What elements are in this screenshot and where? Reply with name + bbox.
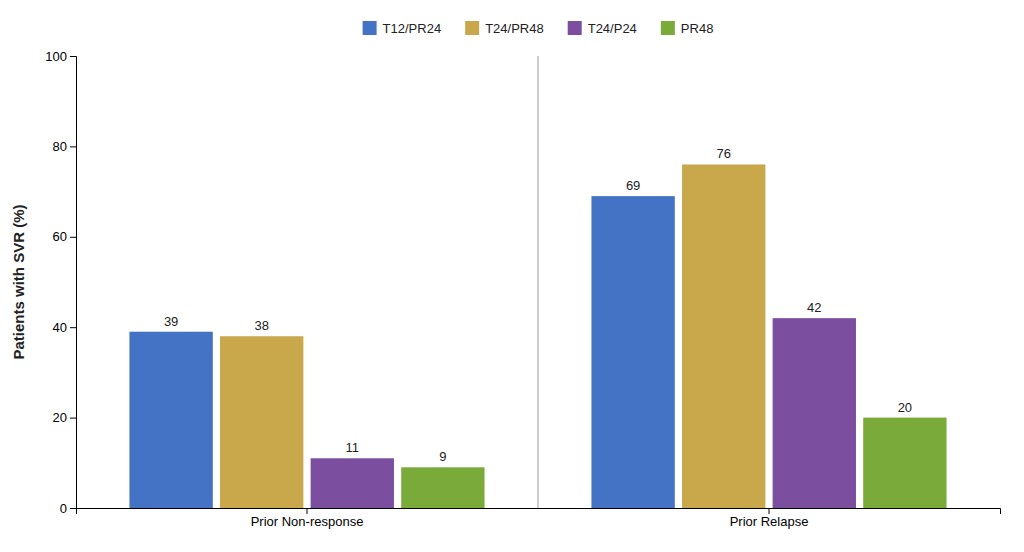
y-tick: 80 [53,139,76,154]
data-label: 20 [898,400,912,415]
bar [311,458,394,508]
legend-label: T24/P24 [588,21,637,36]
bar [591,196,674,508]
tick-mark [70,327,76,328]
axis-line [77,509,1001,515]
tick-mark [307,508,308,514]
tick-mark [70,146,76,147]
y-axis: 0 20 40 60 80 100 [45,49,76,516]
legend-swatch [465,21,479,35]
tick-mark [769,508,770,514]
data-label: 38 [254,318,268,333]
bar [401,467,484,508]
bar [682,164,765,508]
legend-label: T24/PR48 [485,21,544,36]
legend-swatch [363,21,377,35]
tick-label: 100 [45,49,67,64]
bar-series [129,196,674,508]
tick-label: 20 [53,410,67,425]
y-tick: 0 [60,501,76,516]
bar [863,418,946,508]
axis-line [70,57,77,509]
tick-label: 0 [60,501,67,516]
data-label: 76 [716,146,730,161]
bar [773,318,856,508]
bar-series [220,164,765,508]
bars [129,164,946,508]
group-dividers [538,56,539,508]
group-divider [538,56,539,508]
y-axis-label: Patients with SVR (%) [10,204,27,359]
legend-swatch [661,21,675,35]
tick-label: 80 [53,139,67,154]
tick-mark [70,56,76,57]
x-axis: Prior Non-response Prior Relapse [77,508,1001,529]
tick-label: 60 [53,229,67,244]
y-tick: 60 [53,229,76,244]
y-tick: 40 [53,320,76,335]
data-labels: 39 69 38 76 11 42 9 20 [164,146,912,464]
bar [129,332,212,508]
bar [220,336,303,508]
legend-swatch [568,21,582,35]
bar-series [311,318,856,508]
y-tick: 100 [45,49,76,64]
data-label: 69 [626,178,640,193]
tick-mark [70,237,76,238]
tick-label: Prior Relapse [730,514,809,529]
y-tick: 20 [53,410,76,425]
legend-item: T12/PR24 [363,21,442,36]
legend-label: T12/PR24 [383,21,442,36]
plot-area: 39 69 38 76 11 42 9 20 0 20 40 60 80 100 Prior Non-res… [45,49,1000,530]
legend-label: PR48 [681,21,714,36]
chart-svg: 39 69 38 76 11 42 9 20 0 20 40 60 80 100 Prior Non-res… [0,0,1024,552]
data-label: 9 [439,449,446,464]
bar-series [401,418,946,508]
data-label: 42 [807,300,821,315]
chart-container: 39 69 38 76 11 42 9 20 0 20 40 60 80 100 Prior Non-res… [0,0,1024,552]
data-label: 11 [346,440,360,455]
x-tick: Prior Non-response [251,508,364,529]
x-tick: Prior Relapse [730,508,809,529]
legend-item: T24/P24 [568,21,637,36]
data-label: 39 [164,314,178,329]
legend-item: PR48 [661,21,714,36]
tick-mark [70,418,76,419]
legend-item: T24/PR48 [465,21,544,36]
tick-label: Prior Non-response [251,514,364,529]
tick-mark [70,508,76,509]
legend: T12/PR24 T24/PR48 T24/P24 PR48 [363,21,714,36]
tick-label: 40 [53,320,67,335]
